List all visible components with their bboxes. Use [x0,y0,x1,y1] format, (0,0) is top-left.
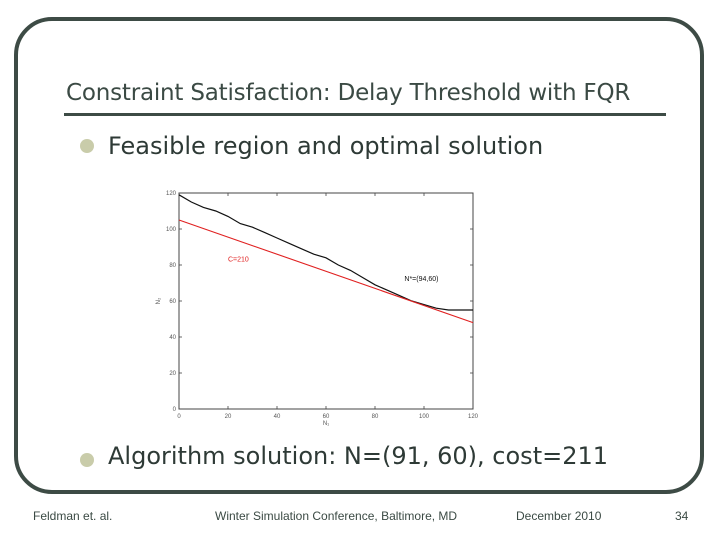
y-tick-label: 120 [166,191,177,197]
y-tick-label: 20 [169,371,176,377]
x-axis-label: N₁ [323,421,329,427]
x-tick-label: 60 [323,414,330,420]
y-tick-label: 80 [169,263,176,269]
optimum-label: N*=(94,60) [404,276,438,283]
x-tick-label: 0 [177,414,181,420]
plot-frame [178,192,474,410]
footer-venue: Winter Simulation Conference, Baltimore,… [215,509,458,523]
y-axis-label: N₂ [156,297,162,304]
footer-page-number: 34 [675,509,689,523]
x-tick-label: 80 [372,414,379,420]
bullet-icon [80,139,94,153]
footer-date: December 2010 [516,509,602,523]
x-tick-label: 120 [468,414,479,420]
plot-svg: 0 20 40 60 80 100 120 0 20 40 60 80 100 120 N₁ N₂ C=210 N… [156,191,479,427]
x-tick-label: 100 [419,414,430,420]
y-tick-label: 0 [173,407,177,413]
bullet-text-2: Algorithm solution: N=(91, 60), cost=211 [108,442,609,470]
cost-label: C=210 [228,256,249,263]
feasible-region-plot: 0 20 40 60 80 100 120 0 20 40 60 80 100 120 N₁ N₂ C=210 N… [150,183,490,428]
title-divider [64,113,666,116]
y-tick-label: 40 [169,335,176,341]
bullet-text-1: Feasible region and optimal solution [108,132,544,160]
cost-line [178,219,474,324]
y-tick-label: 60 [169,299,176,305]
y-tick-label: 100 [166,227,177,233]
slide-title: Constraint Satisfaction: Delay Threshold… [66,80,631,106]
x-tick-label: 40 [274,414,281,420]
feasibility-boundary-line [178,194,473,311]
bullet-icon [80,453,94,467]
footer-author: Feldman et. al. [33,509,113,523]
x-tick-label: 20 [225,414,232,420]
